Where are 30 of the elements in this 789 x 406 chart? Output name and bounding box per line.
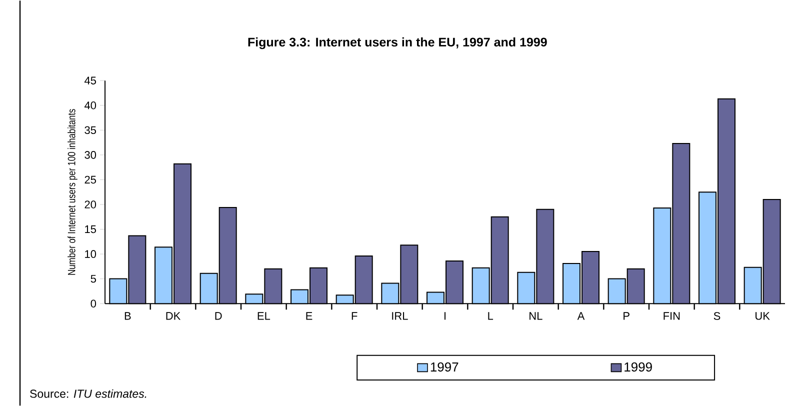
x-tick-label: E <box>306 312 312 320</box>
x-tick-label: P <box>624 312 630 320</box>
x-tick-label: F <box>352 312 358 320</box>
x-tick-label: DK <box>166 312 181 320</box>
x-tick-label: L <box>488 312 494 320</box>
x-tick-label: A <box>577 312 585 320</box>
x-tick-label: FIN <box>664 312 680 320</box>
y-tick-label: 40 <box>84 101 96 110</box>
y-tick-label: 25 <box>84 176 96 184</box>
x-tick-label: IRL <box>392 312 408 320</box>
x-tick-label: EL <box>258 312 270 320</box>
y-tick-label: 45 <box>84 76 96 84</box>
source-note: Source: ITU estimates. <box>30 389 146 398</box>
x-tick-label: S <box>714 312 720 320</box>
x-tick-label: UK <box>756 312 770 320</box>
y-axis-title: Number of Internet users per 100 inhabitants <box>68 108 78 275</box>
y-tick-label: 5 <box>90 274 96 283</box>
y-tick-label: 35 <box>84 126 96 134</box>
y-tick-label: 20 <box>84 200 96 208</box>
x-tick-label: B <box>124 312 131 320</box>
legend-label: 1997 <box>430 362 458 372</box>
y-tick-label: 30 <box>84 150 96 159</box>
y-tick-label: 10 <box>85 250 96 258</box>
x-tick-label: I <box>444 312 446 320</box>
x-tick-label: D <box>215 312 222 320</box>
x-tick-label: NL <box>530 312 542 320</box>
y-tick-label: 15 <box>85 225 96 234</box>
legend-label: 1999 <box>624 362 652 372</box>
chart-title: Figure 3.3: Internet users in the EU, 1997 and 1999 <box>248 37 547 49</box>
y-tick-label: 0 <box>90 300 96 308</box>
